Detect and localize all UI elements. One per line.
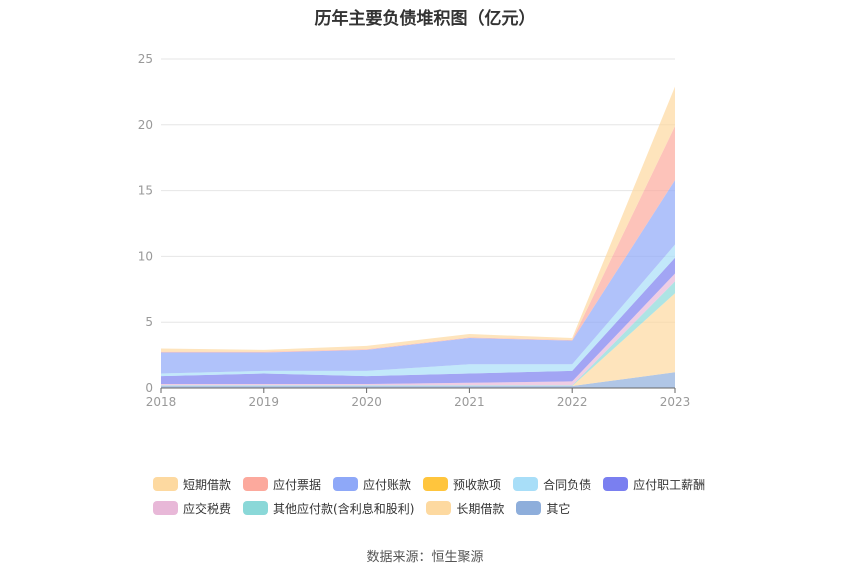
legend-item[interactable]: 应付账款 — [333, 476, 411, 493]
area-series — [161, 372, 675, 388]
x-tick-label: 2023 — [660, 395, 691, 409]
legend-label: 应交税费 — [183, 501, 232, 516]
legend-label: 长期借款 — [456, 501, 505, 516]
legend-item[interactable]: 其他应付款(含利息和股利) — [243, 500, 414, 517]
y-tick-label: 5 — [145, 315, 153, 329]
legend-swatch — [603, 477, 629, 491]
stacked-area-chart: 0 5 10 15 20 25 2018 2019 2020 2021 2022 2023 — [138, 52, 691, 409]
legend-label: 短期借款 — [183, 477, 232, 492]
legend-item[interactable]: 合同负债 — [513, 476, 591, 493]
legend-swatch — [243, 501, 269, 515]
legend-swatch — [516, 501, 542, 515]
legend-swatch — [243, 477, 269, 491]
x-tick-label: 2022 — [557, 395, 588, 409]
legend-label: 应付账款 — [363, 477, 412, 492]
legend: 短期借款 应付票据 应付账款 预收款项 合同负债 应付职工薪酬 应交税费 其他应付款(含利息… — [153, 472, 753, 520]
y-tick-label: 10 — [138, 249, 153, 263]
legend-label: 应付职工薪酬 — [633, 477, 706, 492]
legend-swatch — [513, 477, 539, 491]
legend-item[interactable]: 短期借款 — [153, 476, 231, 493]
y-tick-label: 15 — [138, 184, 153, 198]
legend-item[interactable]: 其它 — [516, 500, 570, 517]
legend-item[interactable]: 应交税费 — [153, 500, 231, 517]
legend-label: 其它 — [546, 501, 571, 516]
legend-swatch — [423, 477, 449, 491]
legend-item[interactable]: 长期借款 — [426, 500, 504, 517]
legend-item[interactable]: 应付职工薪酬 — [603, 476, 705, 493]
y-tick-label: 25 — [138, 52, 153, 66]
legend-label: 预收款项 — [453, 477, 502, 492]
legend-swatch — [426, 501, 452, 515]
x-tick-label: 2019 — [249, 395, 280, 409]
x-tick-label: 2020 — [351, 395, 382, 409]
legend-row: 短期借款 应付票据 应付账款 预收款项 合同负债 应付职工薪酬 — [153, 472, 753, 496]
area-series — [161, 293, 675, 387]
chart-title: 历年主要负债堆积图（亿元） — [314, 9, 536, 29]
y-tick-label: 0 — [145, 381, 153, 395]
legend-row: 应交税费 其他应付款(含利息和股利) 长期借款 其它 — [153, 496, 753, 520]
x-tick-label: 2018 — [146, 395, 177, 409]
legend-label: 合同负债 — [543, 477, 592, 492]
legend-swatch — [333, 477, 359, 491]
legend-item[interactable]: 应付票据 — [243, 476, 321, 493]
area-series — [161, 180, 675, 374]
legend-swatch — [153, 477, 178, 491]
y-tick-label: 20 — [138, 118, 153, 132]
data-source: 数据来源：恒生聚源 — [366, 550, 484, 565]
legend-label: 应付票据 — [273, 477, 322, 492]
x-tick-label: 2021 — [454, 395, 485, 409]
legend-label: 其他应付款(含利息和股利) — [273, 501, 415, 516]
legend-item[interactable]: 预收款项 — [423, 476, 501, 493]
legend-swatch — [153, 501, 178, 515]
